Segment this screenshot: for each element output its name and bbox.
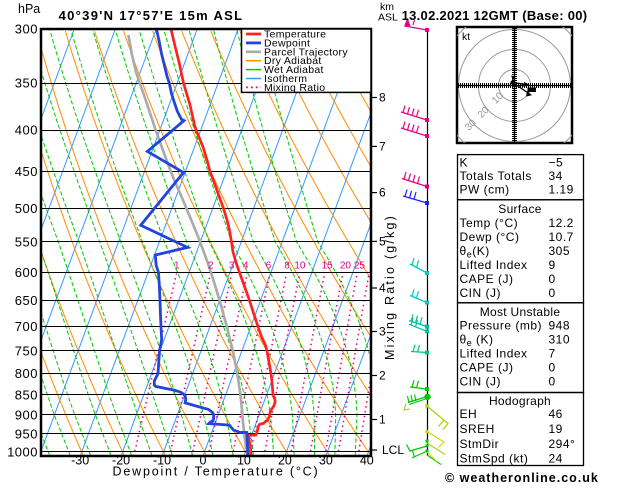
svg-text:19: 19: [549, 422, 563, 436]
svg-text:9: 9: [549, 258, 556, 272]
svg-text:Most Unstable: Most Unstable: [480, 305, 561, 319]
svg-text:40: 40: [360, 454, 374, 468]
svg-text:Temperature: Temperature: [264, 29, 326, 41]
svg-text:StmSpd (kt): StmSpd (kt): [460, 452, 529, 466]
svg-text:8: 8: [379, 91, 386, 105]
svg-text:Mixing Ratio: Mixing Ratio: [264, 82, 325, 94]
svg-text:Mixing Ratio (g/kg): Mixing Ratio (g/kg): [383, 214, 397, 360]
svg-text:6: 6: [266, 261, 272, 272]
svg-text:8: 8: [284, 261, 290, 272]
svg-text:-30: -30: [71, 454, 89, 468]
svg-text:0: 0: [549, 272, 556, 286]
svg-text:2: 2: [379, 369, 386, 383]
svg-text:CIN (J): CIN (J): [460, 286, 502, 300]
svg-text:Wet Adiabat: Wet Adiabat: [264, 64, 324, 76]
svg-text:1: 1: [379, 413, 386, 427]
svg-text:10.7: 10.7: [549, 230, 574, 244]
svg-text:Pressure (mb): Pressure (mb): [460, 319, 543, 333]
svg-text:1000: 1000: [7, 444, 38, 459]
svg-text:Isotherm: Isotherm: [264, 73, 307, 85]
svg-text:Totals Totals: Totals Totals: [460, 169, 532, 183]
svg-text:750: 750: [15, 343, 38, 358]
svg-text:650: 650: [15, 293, 38, 308]
svg-text:© weatheronline.co.uk: © weatheronline.co.uk: [445, 471, 599, 485]
svg-text:hPa: hPa: [18, 2, 40, 16]
svg-text:300: 300: [15, 22, 38, 37]
svg-text:1: 1: [174, 261, 180, 272]
svg-text:CAPE (J): CAPE (J): [460, 361, 514, 375]
svg-text:25: 25: [354, 261, 366, 272]
svg-text:10: 10: [237, 454, 251, 468]
svg-text:4: 4: [243, 261, 249, 272]
svg-text:450: 450: [15, 164, 38, 179]
svg-text:24: 24: [549, 452, 563, 466]
svg-text:3: 3: [229, 261, 235, 272]
svg-text:0: 0: [549, 375, 556, 389]
svg-text:−5: −5: [549, 156, 564, 170]
svg-text:350: 350: [15, 76, 38, 91]
svg-text:Dewp (°C): Dewp (°C): [460, 230, 520, 244]
svg-text:12.2: 12.2: [549, 216, 574, 230]
svg-text:km: km: [380, 1, 394, 13]
svg-text:310: 310: [549, 333, 571, 347]
svg-text:Lifted Index: Lifted Index: [460, 258, 528, 272]
svg-text:20: 20: [278, 454, 292, 468]
svg-text:1.19: 1.19: [549, 183, 574, 197]
svg-text:294°: 294°: [549, 437, 576, 451]
svg-text:800: 800: [15, 366, 38, 381]
svg-text:3: 3: [379, 325, 386, 339]
svg-text:7: 7: [379, 139, 386, 153]
svg-text:700: 700: [15, 319, 38, 334]
svg-text:Surface: Surface: [498, 202, 541, 216]
svg-text:15: 15: [322, 261, 334, 272]
svg-text:600: 600: [15, 265, 38, 280]
svg-text:-10: -10: [153, 454, 171, 468]
svg-text:2: 2: [208, 261, 214, 272]
svg-text:K: K: [460, 156, 469, 170]
svg-text:4: 4: [379, 281, 386, 295]
svg-text:850: 850: [15, 387, 38, 402]
svg-text:30: 30: [319, 454, 333, 468]
svg-text:6: 6: [379, 186, 386, 200]
svg-text:20: 20: [340, 261, 352, 272]
svg-text:500: 500: [15, 201, 38, 216]
svg-text:kt: kt: [462, 31, 470, 43]
svg-text:900: 900: [15, 407, 38, 422]
svg-text:Dry Adiabat: Dry Adiabat: [264, 55, 322, 67]
svg-text:Dewpoint: Dewpoint: [264, 37, 310, 49]
svg-text:0: 0: [549, 361, 556, 375]
svg-text:Dewpoint / Temperature (°C): Dewpoint / Temperature (°C): [113, 465, 320, 479]
svg-text:400: 400: [15, 123, 38, 138]
svg-text:Parcel Trajectory: Parcel Trajectory: [264, 46, 348, 58]
svg-text:46: 46: [549, 407, 563, 421]
svg-text:ASL: ASL: [378, 12, 398, 24]
svg-text:Temp (°C): Temp (°C): [460, 216, 519, 230]
svg-text:SREH: SREH: [460, 422, 495, 436]
svg-text:40°39'N 17°57'E 15m ASL: 40°39'N 17°57'E 15m ASL: [59, 8, 244, 23]
svg-text:CIN (J): CIN (J): [460, 375, 502, 389]
svg-text:EH: EH: [460, 407, 478, 421]
svg-text:LCL: LCL: [382, 443, 404, 457]
svg-text:7: 7: [549, 347, 556, 361]
svg-text:550: 550: [15, 234, 38, 249]
svg-text:0: 0: [549, 286, 556, 300]
svg-text:5: 5: [379, 234, 386, 248]
svg-text:PW (cm): PW (cm): [460, 183, 510, 197]
svg-text:-20: -20: [112, 454, 130, 468]
svg-text:13.02.2021 12GMT (Base: 00): 13.02.2021 12GMT (Base: 00): [402, 8, 588, 23]
svg-text:34: 34: [549, 169, 563, 183]
svg-text:Lifted Index: Lifted Index: [460, 347, 528, 361]
svg-text:0: 0: [200, 454, 207, 468]
svg-text:10: 10: [294, 261, 306, 272]
svg-text:CAPE (J): CAPE (J): [460, 272, 514, 286]
svg-text:948: 948: [549, 319, 571, 333]
svg-text:StmDir: StmDir: [460, 437, 500, 451]
svg-text:Hodograph: Hodograph: [489, 394, 551, 408]
svg-text:950: 950: [15, 426, 38, 441]
svg-text:305: 305: [549, 244, 571, 258]
